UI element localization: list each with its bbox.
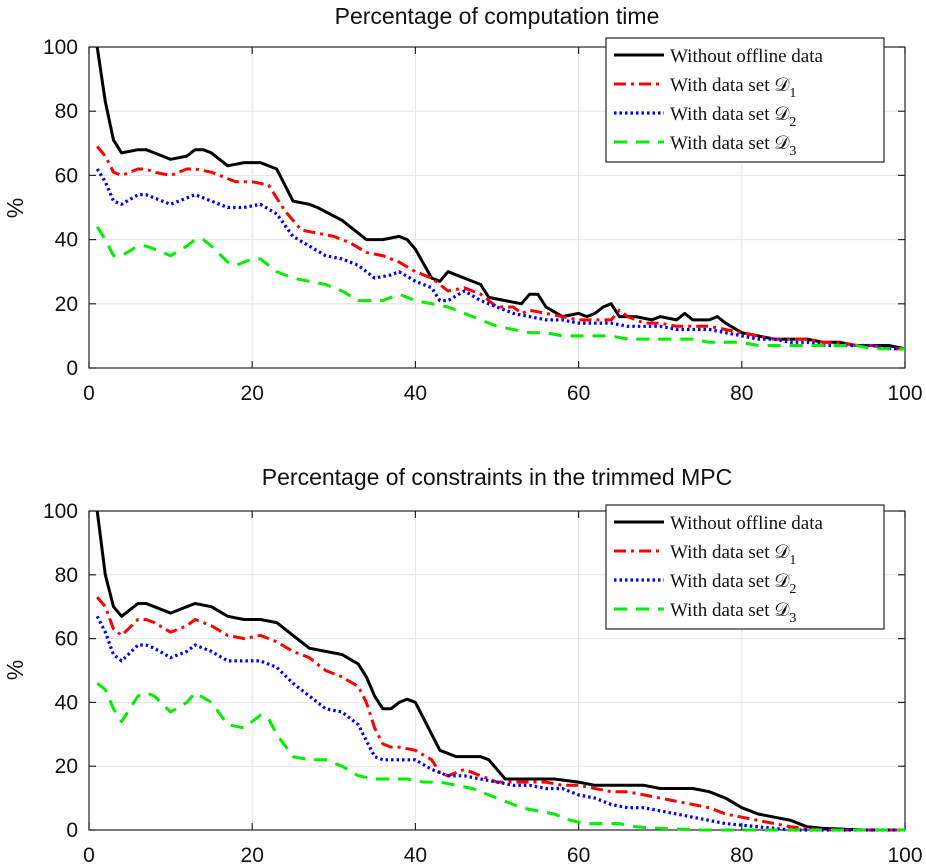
legend-text: With data set 𝒟 [670,75,790,96]
legend-text: With data set 𝒟 [670,542,790,563]
y-tick-label: 0 [66,357,78,380]
y-tick-label: 100 [43,36,78,59]
chart-title: Percentage of constraints in the trimmed… [262,464,732,490]
series-line-1 [95,46,906,351]
legend-subscript: 3 [789,611,796,626]
x-tick-label: 60 [567,844,590,867]
x-tick-label: 0 [83,382,95,405]
y-tick-label: 20 [55,293,78,316]
legend-text: With data set 𝒟 [670,571,790,592]
plot-frame [88,46,906,369]
x-tick-label: 100 [887,382,922,405]
legend-text: Without offline data [670,46,824,67]
legend-label-1: Without offline data [670,513,824,534]
chart-2: 0 20 40 60 80 100 0 20 40 60 80 100 Percentage of co… [2,464,923,867]
y-tick-label: 0 [66,819,78,842]
series-line-3 [95,615,905,832]
x-tick-label: 40 [404,844,427,867]
legend-label-2: With data set 𝒟1 [670,75,796,101]
x-tick-label: 40 [404,382,427,405]
x-tick-label: 80 [730,844,753,867]
series-line-3 [95,168,905,351]
legend-box [605,504,885,630]
chart-title: Percentage of computation time [335,3,660,29]
series-line-2 [96,145,905,351]
y-tick-label: 60 [55,164,78,187]
y-tick-label: 40 [55,691,78,714]
legend-label-1: Without offline data [670,46,824,67]
x-tick-label: 100 [887,844,922,867]
legend-text: With data set 𝒟 [670,600,790,621]
legend-subscript: 2 [789,582,796,597]
y-tick-label: 100 [43,500,78,523]
legend-subscript: 1 [789,553,796,568]
legend-label-2: With data set 𝒟1 [670,542,796,568]
y-tick-label: 80 [55,100,78,123]
x-tick-label: 60 [567,382,590,405]
legend-label-3: With data set 𝒟2 [670,104,796,130]
series-line-1 [95,510,905,832]
y-tick-label: 80 [55,564,78,587]
legend-label-3: With data set 𝒟2 [670,571,796,597]
y-axis-label: % [2,198,28,218]
x-tick-label: 20 [241,844,264,867]
y-axis-label: % [2,660,28,680]
legend-subscript: 2 [789,115,796,130]
legend-box [605,37,885,163]
y-tick-label: 60 [55,628,78,651]
y-tick-label: 20 [55,755,78,778]
legend-text: With data set 𝒟 [670,104,790,125]
y-tick-label: 40 [55,229,78,252]
legend-label-4: With data set 𝒟3 [670,133,796,159]
chart-1: 0 20 40 60 80 100 0 20 40 60 80 100 Percentage of co… [2,3,923,405]
x-tick-label: 20 [241,382,264,405]
legend-subscript: 1 [789,86,796,101]
legend-label-4: With data set 𝒟3 [670,600,796,626]
legend-text: With data set 𝒟 [670,133,790,154]
x-tick-label: 0 [83,844,95,867]
series-line-4 [96,682,905,832]
x-tick-label: 80 [730,382,753,405]
series-line-2 [96,596,905,832]
legend-subscript: 3 [789,144,796,159]
legend-text: Without offline data [670,513,824,534]
plot-frame [88,510,906,831]
series-line-4 [95,225,905,351]
